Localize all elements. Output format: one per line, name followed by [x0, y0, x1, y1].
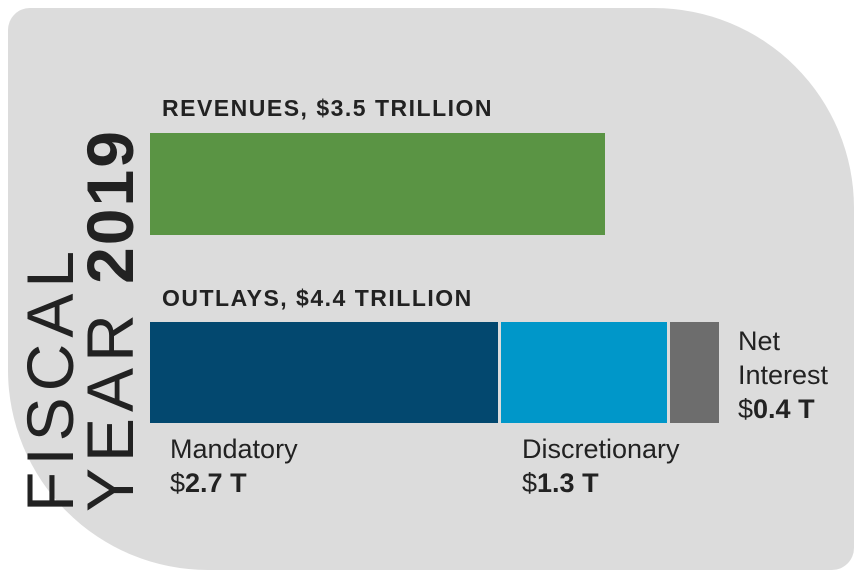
- revenues-label: REVENUES, $3.5 TRILLION: [162, 95, 494, 121]
- discretionary-segment: [501, 322, 667, 423]
- outlays-label: OUTLAYS, $4.4 TRILLION: [162, 285, 473, 311]
- background-panel: [8, 8, 854, 570]
- mandatory-segment: [150, 322, 498, 423]
- net-interest-label-line1: Net: [738, 326, 781, 356]
- discretionary-label-group: Discretionary $1.3 T: [522, 432, 680, 500]
- revenues-bar: [150, 133, 605, 235]
- mandatory-label-group: Mandatory $2.7 T: [170, 432, 298, 500]
- mandatory-label: Mandatory: [170, 434, 298, 464]
- net-interest-value: $0.4 T: [738, 394, 815, 424]
- net-interest-label-line2: Interest: [738, 360, 829, 390]
- net-interest-segment: [670, 322, 719, 423]
- discretionary-label: Discretionary: [522, 434, 680, 464]
- discretionary-value: $1.3 T: [522, 468, 599, 498]
- mandatory-value: $2.7 T: [170, 468, 247, 498]
- net-interest-label-group: Net Interest $0.4 T: [738, 324, 828, 426]
